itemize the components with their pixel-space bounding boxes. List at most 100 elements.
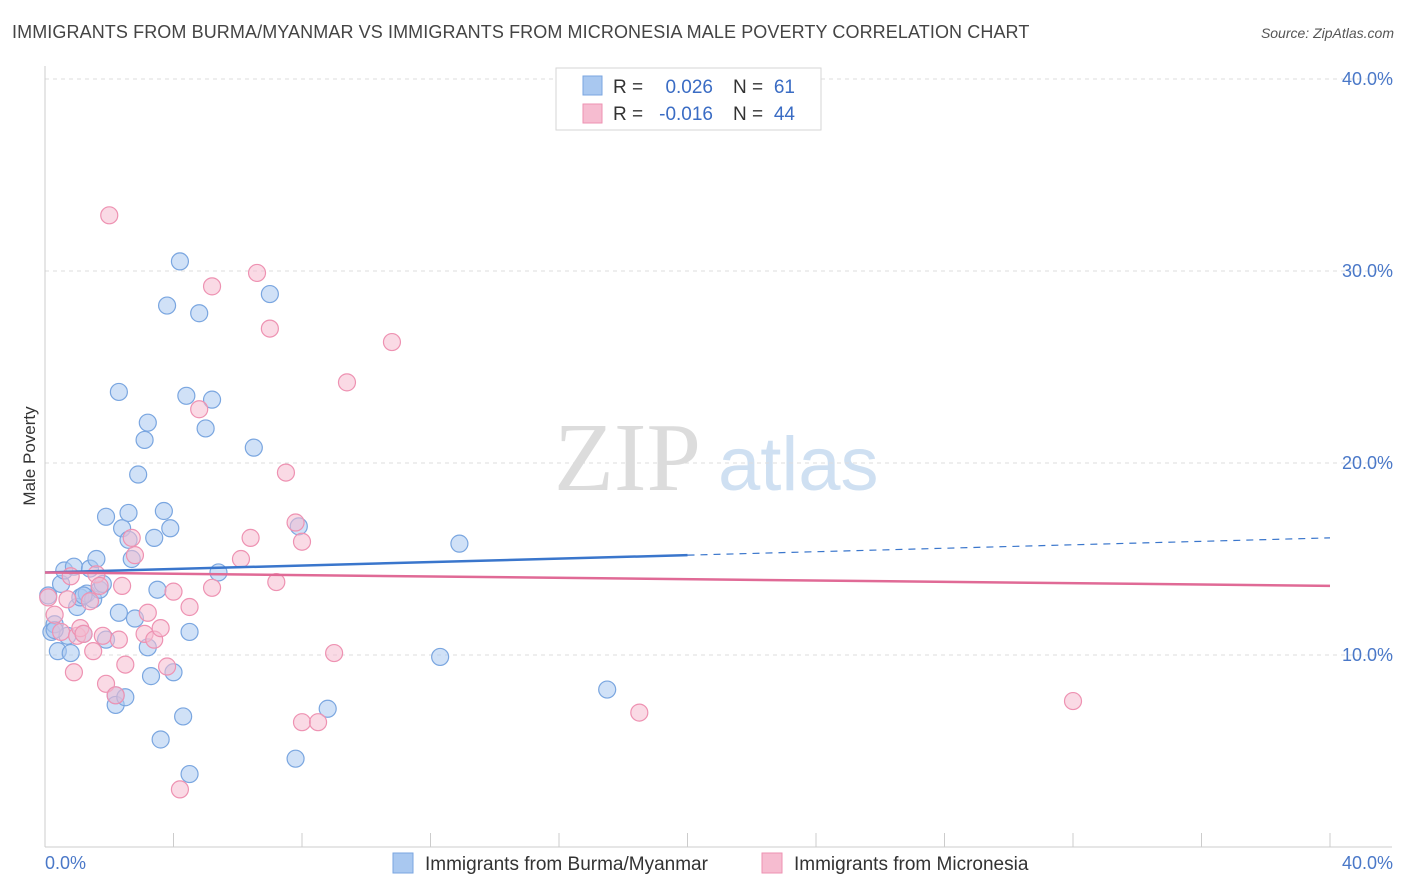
point-burma	[154, 501, 173, 521]
trend-line-burma-extension	[687, 537, 1331, 556]
point-burma	[202, 390, 222, 409]
point-burma	[598, 680, 617, 699]
point-micronesia	[116, 655, 135, 674]
point-micronesia	[337, 373, 357, 392]
point-burma	[96, 507, 116, 526]
point-micronesia	[202, 277, 222, 296]
point-micronesia	[247, 263, 267, 283]
stats-swatch-burma	[582, 75, 603, 96]
point-micronesia	[90, 576, 109, 595]
y-tick-label: 10.0%	[1342, 645, 1393, 665]
point-micronesia	[630, 703, 649, 722]
point-burma	[157, 296, 177, 315]
point-burma	[260, 284, 279, 304]
point-micronesia	[61, 567, 80, 586]
point-burma	[141, 667, 161, 686]
point-micronesia	[39, 588, 58, 607]
point-micronesia	[325, 643, 344, 663]
stats-n-label-micronesia: N =	[733, 104, 763, 125]
legend-label-micronesia: Immigrants from Micronesia	[794, 854, 1029, 875]
point-micronesia	[112, 576, 132, 595]
point-burma	[190, 304, 209, 323]
point-burma	[450, 534, 469, 553]
point-micronesia	[164, 582, 183, 601]
point-micronesia	[202, 578, 222, 597]
point-burma	[177, 386, 196, 405]
point-burma	[180, 622, 199, 642]
chart-title: IMMIGRANTS FROM BURMA/MYANMAR VS IMMIGRA…	[12, 22, 1030, 42]
point-burma	[180, 764, 199, 784]
x-tick-label: 0.0%	[45, 853, 86, 873]
point-micronesia	[267, 572, 286, 592]
point-micronesia	[51, 622, 71, 642]
point-micronesia	[74, 624, 93, 643]
axes	[44, 66, 1392, 848]
stats-r-value-burma: 0.026	[665, 77, 713, 98]
point-micronesia	[308, 713, 328, 732]
stats-legend: R = 0.026 N = 61 R = -0.016 N = 44	[555, 67, 822, 131]
point-burma	[145, 528, 164, 547]
trend-lines	[44, 537, 1331, 588]
point-micronesia	[231, 549, 251, 569]
point-burma	[148, 580, 167, 599]
point-burma	[170, 252, 190, 271]
point-burma	[244, 438, 263, 457]
y-tick-label: 40.0%	[1342, 69, 1393, 89]
point-burma	[135, 430, 154, 450]
point-burma	[286, 749, 305, 768]
trend-line-micronesia	[44, 571, 1331, 588]
point-burma	[61, 643, 80, 663]
point-micronesia	[1063, 691, 1083, 711]
stats-swatch-micronesia	[582, 103, 603, 124]
stats-r-label-burma: R =	[613, 77, 643, 98]
point-micronesia	[180, 597, 199, 617]
point-burma	[119, 503, 138, 523]
point-micronesia	[151, 619, 170, 638]
point-micronesia	[106, 686, 125, 705]
stats-n-value-burma: 61	[774, 77, 795, 98]
stats-n-value-micronesia: 44	[774, 104, 796, 125]
point-micronesia	[292, 713, 312, 732]
point-micronesia	[292, 532, 312, 551]
point-micronesia	[125, 546, 145, 565]
point-micronesia	[241, 528, 260, 547]
stats-r-label-micronesia: R =	[613, 104, 643, 125]
point-micronesia	[80, 592, 100, 611]
point-micronesia	[58, 590, 77, 609]
point-micronesia	[122, 528, 141, 547]
point-burma	[318, 699, 337, 718]
y-axis-label: Male Poverty	[20, 406, 39, 506]
point-micronesia	[260, 319, 279, 338]
point-micronesia	[276, 463, 296, 482]
x-tick-labels: 0.0% 40.0%	[45, 853, 1393, 873]
point-micronesia	[93, 626, 112, 645]
point-burma	[161, 519, 180, 538]
data-points	[39, 206, 1083, 799]
series-legend: Immigrants from Burma/Myanmar Immigrants…	[392, 852, 1029, 875]
point-micronesia	[170, 780, 190, 799]
point-micronesia	[286, 513, 305, 532]
watermark-zip: ZIP	[554, 404, 701, 512]
point-micronesia	[382, 332, 402, 352]
point-burma	[151, 730, 170, 749]
grid-lines	[45, 78, 1392, 656]
point-micronesia	[84, 642, 103, 661]
point-micronesia	[64, 663, 84, 682]
legend-label-burma: Immigrants from Burma/Myanmar	[425, 854, 709, 875]
point-micronesia	[138, 603, 157, 622]
point-burma	[87, 549, 106, 569]
point-micronesia	[157, 657, 177, 676]
point-burma	[109, 603, 128, 622]
stats-r-value-micronesia: -0.016	[659, 104, 713, 125]
point-burma	[174, 707, 193, 726]
legend-swatch-micronesia	[761, 852, 783, 874]
point-micronesia	[190, 400, 209, 419]
point-micronesia	[109, 630, 128, 649]
stats-n-label-burma: N =	[733, 77, 763, 98]
y-tick-label: 30.0%	[1342, 261, 1393, 281]
point-micronesia	[100, 206, 119, 225]
x-tick-label: 40.0%	[1342, 853, 1393, 873]
point-burma	[129, 465, 148, 484]
watermark-atlas: atlas	[718, 422, 879, 507]
